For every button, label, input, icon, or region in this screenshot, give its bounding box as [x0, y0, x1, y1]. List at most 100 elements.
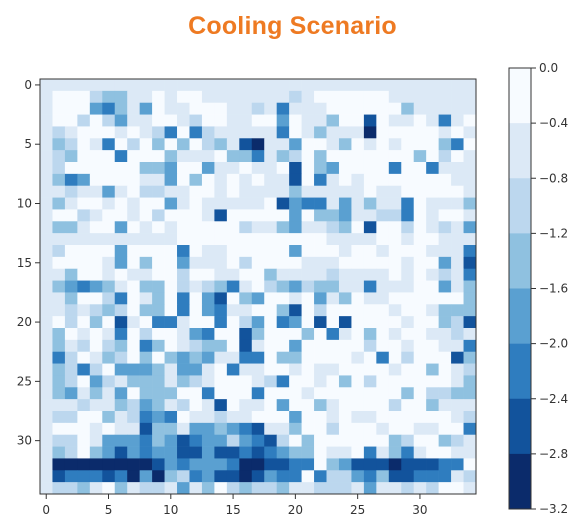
heatmap-cell [451, 363, 464, 376]
heatmap-cell [301, 458, 315, 471]
heatmap-cell [326, 90, 340, 104]
heatmap-cell [127, 482, 140, 495]
heatmap-cell [239, 197, 253, 210]
heatmap-cell [388, 126, 402, 139]
heatmap-cell [64, 434, 78, 447]
heatmap-cell [351, 387, 365, 400]
heatmap-cell [189, 221, 203, 234]
heatmap-cell [226, 434, 240, 447]
heatmap-cell [251, 256, 265, 270]
heatmap-cell [251, 292, 265, 305]
heatmap-cell [201, 422, 215, 436]
heatmap-cell [152, 434, 165, 447]
heatmap-cell [214, 185, 228, 198]
heatmap-cell [438, 138, 452, 151]
heatmap-cell [251, 162, 265, 175]
heatmap-cell [102, 458, 116, 471]
heatmap-cell [239, 387, 253, 400]
heatmap-cell [102, 363, 116, 376]
heatmap-cell [64, 363, 78, 376]
heatmap-cell [152, 304, 165, 317]
heatmap-cell [189, 446, 203, 459]
heatmap-cell [114, 114, 128, 127]
heatmap-cell [127, 304, 140, 317]
heatmap-cell [413, 79, 427, 92]
heatmap-cell [376, 138, 390, 151]
colorbar-band [509, 343, 531, 400]
heatmap-cell [276, 150, 290, 163]
heatmap-cell [438, 90, 452, 104]
heatmap-cell [201, 79, 215, 92]
heatmap-cell [139, 458, 153, 471]
heatmap-cell [201, 316, 215, 329]
heatmap-cell [363, 363, 377, 376]
heatmap-cell [264, 328, 277, 341]
heatmap-cell [413, 363, 427, 376]
heatmap-cell [164, 256, 178, 270]
heatmap-cell [388, 79, 402, 92]
heatmap-cell [189, 434, 203, 447]
heatmap-cell [40, 102, 53, 115]
heatmap-cell [152, 458, 165, 471]
heatmap-cell [102, 422, 116, 436]
heatmap-cell [326, 233, 340, 246]
heatmap-cell [326, 446, 340, 459]
heatmap-cell [77, 126, 91, 139]
heatmap-cell [77, 351, 91, 364]
heatmap-cell [438, 339, 452, 353]
heatmap-cell [64, 197, 78, 210]
heatmap-cell [89, 375, 103, 388]
heatmap-cell [463, 387, 477, 400]
heatmap-cell [376, 126, 390, 139]
heatmap-cell [438, 470, 452, 483]
heatmap-cell [426, 422, 439, 436]
colorbar-tick-label: −2.0 [539, 337, 568, 351]
heatmap-cell [177, 446, 190, 459]
heatmap-cell [363, 470, 377, 483]
heatmap-cell [164, 185, 178, 198]
heatmap-cell [338, 245, 352, 258]
heatmap-cell [139, 280, 153, 293]
heatmap-cell [177, 162, 190, 175]
heatmap-cell [201, 304, 215, 317]
heatmap-cell [251, 185, 265, 198]
heatmap-cell [102, 328, 116, 341]
heatmap-cell [177, 79, 190, 92]
heatmap-cell [338, 221, 352, 234]
heatmap-cell [52, 387, 66, 400]
heatmap-cell [363, 245, 377, 258]
heatmap-cell [164, 90, 178, 104]
heatmap-cell [438, 422, 452, 436]
heatmap-cell [64, 79, 78, 92]
heatmap-cell [314, 79, 327, 92]
heatmap-cell [451, 304, 464, 317]
heatmap-cell [164, 138, 178, 151]
heatmap-cell [214, 256, 228, 270]
heatmap-cell [426, 434, 439, 447]
heatmap-cell [214, 221, 228, 234]
heatmap-cell [451, 434, 464, 447]
heatmap-cell [463, 138, 477, 151]
heatmap-cell [127, 79, 140, 92]
heatmap-cell [189, 245, 203, 258]
heatmap-cell [251, 446, 265, 459]
heatmap-cell [214, 102, 228, 115]
heatmap-cell [114, 304, 128, 317]
heatmap-cell [214, 363, 228, 376]
heatmap-cell [401, 126, 415, 139]
heatmap-cell [451, 90, 464, 104]
heatmap-cell [40, 482, 53, 495]
heatmap-cell [463, 173, 477, 187]
heatmap-cell [64, 482, 78, 495]
heatmap-cell [64, 422, 78, 436]
heatmap-cell [139, 256, 153, 270]
heatmap-cell [77, 339, 91, 353]
heatmap-cell [326, 245, 340, 258]
heatmap-cell [64, 233, 78, 246]
heatmap-cell [64, 446, 78, 459]
heatmap-cell [127, 126, 140, 139]
heatmap-cell [301, 150, 315, 163]
heatmap-cell [127, 173, 140, 187]
heatmap-cell [164, 79, 178, 92]
heatmap-cell [289, 79, 302, 92]
